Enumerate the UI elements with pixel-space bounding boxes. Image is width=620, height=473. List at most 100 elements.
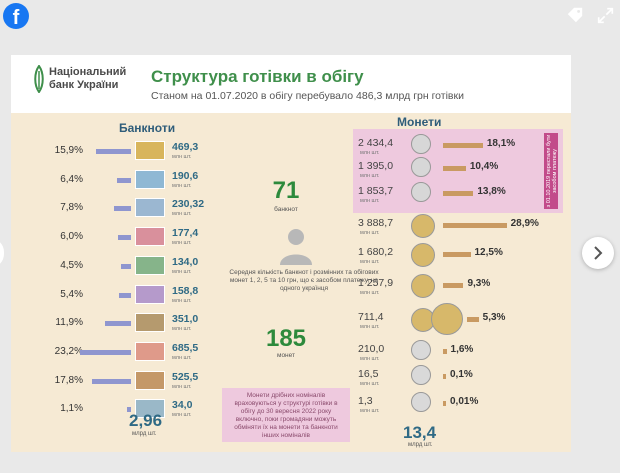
banknote-count: 158,8: [172, 284, 199, 297]
coin-count: 1 257,9: [358, 277, 394, 289]
coin-share-bar: [443, 223, 507, 228]
banknote-share-bar: [113, 206, 131, 212]
coin-image: [411, 243, 435, 267]
coin-share-pct: 13,8%: [477, 186, 506, 197]
coin-share-pct: 0,01%: [450, 396, 479, 407]
banknote-share-pct: 11,9%: [55, 317, 83, 329]
banknotes-heading: Банкноти: [119, 121, 176, 135]
expand-icon[interactable]: [597, 7, 614, 24]
banknote-image: [135, 341, 165, 361]
banknote-share-pct: 4,5%: [60, 259, 83, 271]
banknote-share-pct: 5,4%: [60, 288, 83, 300]
coins-heading: Монети: [397, 115, 442, 129]
coin-share-bar: [443, 191, 474, 196]
slide-header: Національний банк України Структура готі…: [11, 55, 571, 113]
banknotes-total: 2,96: [129, 411, 163, 430]
coin-share-pct: 0,1%: [450, 369, 473, 380]
banknote-image: [135, 313, 165, 333]
nbu-logo-icon: [34, 65, 44, 93]
coin-count-unit: млн шт.: [360, 198, 380, 204]
coin-count: 1 395,0: [358, 160, 394, 172]
coin-share-bar: [443, 166, 466, 171]
banknote-share-pct: 7,8%: [60, 202, 83, 214]
banknote-count-unit: млн шт.: [172, 354, 192, 361]
coin-image: [411, 134, 431, 154]
coin-count-unit: млн шт.: [360, 408, 380, 414]
coin-share-bar: [467, 317, 479, 322]
coin-count-unit: млн шт.: [360, 356, 380, 362]
banknote-share-bar: [127, 407, 131, 413]
banknotes-total-unit: млрд шт.: [132, 431, 157, 437]
coin-count-unit: млн шт.: [360, 381, 380, 387]
legacy-coins-note-text: з 01.10.2019 перестали бути засобом плат…: [546, 134, 558, 208]
page-title: Структура готівки в обігу: [151, 67, 364, 86]
banknote-share-bar: [117, 235, 131, 241]
coin-share-pct: 28,9%: [510, 218, 539, 229]
coin-count: 1 680,2: [358, 246, 394, 258]
tag-icon[interactable]: [566, 6, 584, 24]
coin-image-secondary: [431, 303, 463, 335]
bank-name: Національний банк України: [49, 66, 127, 91]
banknote-image: [135, 255, 165, 275]
coin-count-unit: млн шт.: [360, 324, 380, 330]
banknote-count: 177,4: [172, 227, 199, 240]
previous-arrow-button[interactable]: [0, 238, 4, 268]
banknotes-per-person-label: банкнот: [274, 206, 298, 213]
coins-per-person: 185: [265, 325, 307, 352]
coin-count: 2 434,4: [358, 137, 394, 149]
coins-per-person-label: монет: [276, 352, 296, 359]
coin-count-unit: млн шт.: [360, 150, 380, 156]
banknote-image: [135, 399, 165, 419]
coin-share-bar: [443, 252, 471, 257]
viewer-toolbar: f: [0, 0, 620, 36]
coin-image: [411, 365, 431, 385]
banknote-count: 34,0: [172, 399, 193, 412]
legacy-coins-note: з 01.10.2019 перестали бути засобом плат…: [544, 133, 558, 209]
banknote-share-bar: [121, 263, 131, 269]
banknote-count: 469,3: [172, 141, 199, 153]
coin-share-bar: [443, 283, 464, 288]
banknote-count-unit: млн шт.: [172, 383, 192, 390]
coin-image: [411, 214, 435, 238]
banknote-count-unit: млн шт.: [172, 412, 192, 419]
coin-count: 711,4: [358, 311, 384, 323]
banknote-count-unit: млн шт.: [172, 182, 192, 189]
coin-share-pct: 5,3%: [482, 312, 506, 323]
coin-share-bar: [443, 374, 446, 379]
coin-count-unit: млн шт.: [360, 290, 380, 296]
person-icon: [280, 229, 312, 265]
banknote-count-unit: млн шт.: [172, 297, 192, 304]
banknote-image: [135, 141, 165, 160]
banknote-share-pct: 6,0%: [60, 231, 83, 243]
banknote-share-pct: 15,9%: [54, 145, 83, 156]
coin-image: [411, 274, 435, 298]
per-person-description: Середня кількість банкнот і розмінних та…: [229, 269, 379, 292]
coin-image: [411, 182, 431, 202]
coin-count: 1,3: [358, 395, 373, 407]
banknote-image: [135, 198, 165, 218]
coin-count: 16,5: [358, 368, 379, 380]
banknote-share-bar: [91, 378, 131, 384]
coins-total-unit: млрд шт.: [408, 442, 433, 448]
banknote-share-bar: [79, 349, 131, 355]
coin-share-pct: 12,5%: [474, 247, 503, 258]
coin-count: 1 853,7: [358, 185, 394, 197]
coin-image: [411, 340, 431, 360]
banknote-image: [135, 169, 165, 189]
banknote-share-bar: [104, 321, 131, 327]
facebook-logo-icon[interactable]: f: [3, 3, 29, 29]
banknote-count: 134,0: [172, 255, 199, 268]
banknote-share-bar: [119, 292, 131, 298]
coin-count-unit: млн шт.: [360, 259, 380, 265]
banknote-share-pct: 1,1%: [60, 403, 83, 415]
banknote-image: [135, 284, 165, 304]
banknote-image: [135, 370, 165, 390]
coin-share-bar: [443, 143, 483, 148]
banknote-count-unit: млн шт.: [172, 154, 192, 160]
banknote-share-bar: [96, 149, 131, 154]
coins-total: 13,4: [403, 423, 437, 442]
next-arrow-button[interactable]: [582, 237, 614, 269]
banknote-count: 685,5: [172, 341, 199, 354]
banknote-count: 525,5: [172, 370, 199, 383]
banknote-count: 190,6: [172, 169, 199, 182]
